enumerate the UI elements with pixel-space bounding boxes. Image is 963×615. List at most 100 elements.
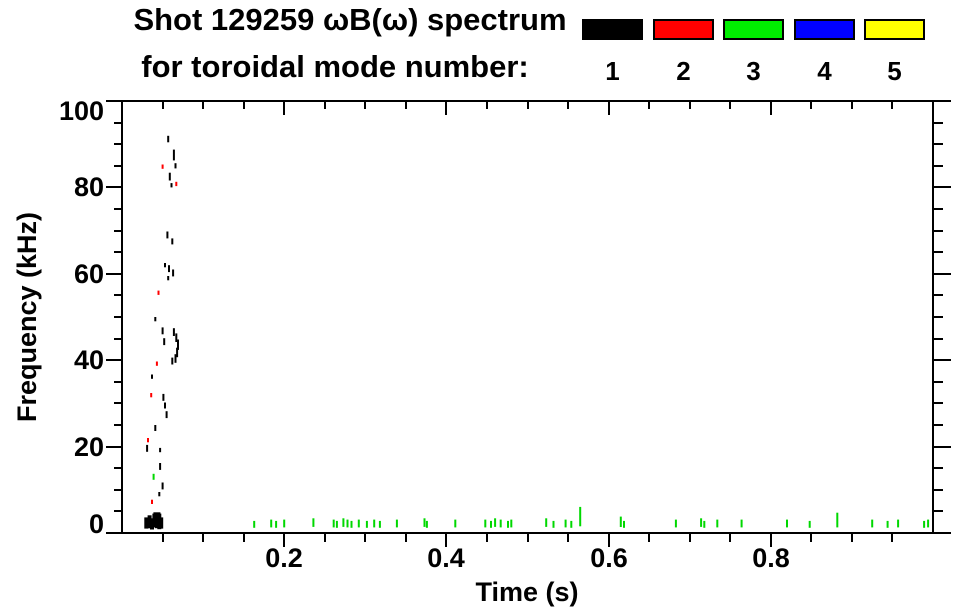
y-minor-tick-right [934, 165, 943, 167]
y-minor-tick [114, 424, 122, 426]
data-point-n3 [623, 520, 625, 528]
x-minor-tick-top [729, 102, 731, 109]
data-point-n3 [346, 519, 349, 528]
legend-number-3: 3 [746, 56, 761, 86]
x-minor-tick [810, 534, 812, 542]
x-minor-tick [689, 534, 691, 542]
y-minor-tick [114, 510, 122, 512]
data-point-n3 [700, 518, 703, 527]
y-major-tick-right [934, 532, 951, 534]
data-point-n1 [153, 512, 161, 520]
data-point-n1 [147, 515, 152, 529]
data-point-n1 [146, 444, 149, 452]
data-point-n3 [927, 519, 930, 528]
y-tick-label: 60 [73, 259, 104, 289]
data-point-n2 [147, 438, 149, 443]
x-minor-tick-top [689, 102, 691, 109]
data-point-n1 [171, 238, 174, 245]
x-minor-tick [486, 534, 488, 542]
data-point-n3 [350, 520, 353, 528]
data-point-n1 [172, 328, 175, 336]
data-point-n1 [177, 339, 179, 350]
data-point-n3 [270, 519, 273, 528]
x-minor-tick [567, 534, 569, 542]
data-point-n1 [158, 492, 161, 497]
data-point-n3 [510, 519, 513, 528]
data-point-n3 [275, 520, 278, 528]
data-point-n1 [167, 276, 170, 281]
data-point-n3 [423, 518, 426, 527]
x-minor-tick-top [527, 102, 529, 109]
y-major-tick [106, 100, 122, 102]
y-minor-tick [114, 489, 122, 491]
data-point-n3 [454, 519, 457, 528]
x-minor-tick-top [648, 102, 650, 109]
data-point-n1 [154, 317, 157, 322]
y-major-tick [106, 273, 122, 275]
x-minor-tick [243, 534, 245, 542]
data-point-n1 [168, 172, 171, 181]
data-point-n1 [174, 163, 177, 169]
y-minor-tick [114, 294, 122, 296]
x-major-tick-top [770, 102, 772, 115]
y-tick-label: 80 [73, 172, 104, 202]
y-minor-tick [114, 208, 122, 210]
x-minor-tick-top [405, 102, 407, 109]
x-minor-tick-top [567, 102, 569, 109]
x-minor-tick [648, 534, 650, 542]
y-major-tick-right [934, 446, 951, 448]
data-point-n1 [174, 354, 177, 363]
y-minor-tick-right [934, 467, 943, 469]
y-minor-tick [114, 143, 122, 145]
data-point-n1 [163, 338, 166, 346]
x-major-tick-top [445, 102, 447, 115]
x-minor-tick [364, 534, 366, 542]
x-minor-tick [324, 534, 326, 542]
y-minor-tick-right [934, 489, 943, 491]
y-minor-tick [114, 381, 122, 383]
x-tick-label: 0.2 [265, 543, 303, 573]
data-point-n3 [674, 519, 677, 528]
data-point-n1 [160, 517, 164, 529]
data-point-n3 [886, 520, 889, 528]
data-point-n1 [176, 347, 179, 358]
data-point-n3 [808, 520, 811, 528]
data-point-n3 [357, 519, 360, 528]
legend-number-1: 1 [605, 56, 620, 86]
x-minor-tick [891, 534, 893, 542]
data-point-n3 [507, 520, 509, 528]
data-point-n1 [152, 513, 157, 528]
data-point-n3 [499, 519, 502, 528]
y-major-tick [106, 359, 122, 361]
data-point-n3 [373, 519, 376, 528]
y-major-tick [106, 186, 122, 188]
data-point-n3 [786, 519, 788, 528]
data-point-n1 [154, 517, 159, 529]
data-point-n1 [175, 333, 178, 342]
data-point-n3 [871, 519, 874, 528]
data-point-n1 [144, 517, 149, 529]
x-tick-label: 0.4 [427, 543, 465, 573]
legend-number-2: 2 [676, 56, 691, 86]
x-minor-tick [202, 534, 204, 542]
legend-number-5: 5 [887, 56, 902, 86]
data-point-n1 [170, 183, 173, 188]
chart-subtitle: for toroidal mode number: [141, 49, 529, 84]
data-point-n3 [552, 520, 555, 528]
x-tick-label: 0.6 [590, 543, 628, 573]
data-point-n3 [283, 519, 286, 528]
data-point-n3 [923, 520, 926, 528]
y-tick-label: 100 [58, 96, 104, 126]
legend-swatch-2 [653, 19, 714, 40]
y-minor-tick-right [934, 338, 943, 340]
y-minor-tick-right [934, 316, 943, 318]
legend-swatch-5 [864, 19, 925, 40]
data-point-n1 [150, 518, 154, 530]
y-minor-tick [114, 122, 122, 124]
y-minor-tick-right [934, 122, 943, 124]
y-minor-tick-right [934, 424, 943, 426]
data-point-n3 [545, 518, 548, 527]
data-point-n1 [151, 374, 153, 379]
y-major-tick [106, 532, 122, 534]
